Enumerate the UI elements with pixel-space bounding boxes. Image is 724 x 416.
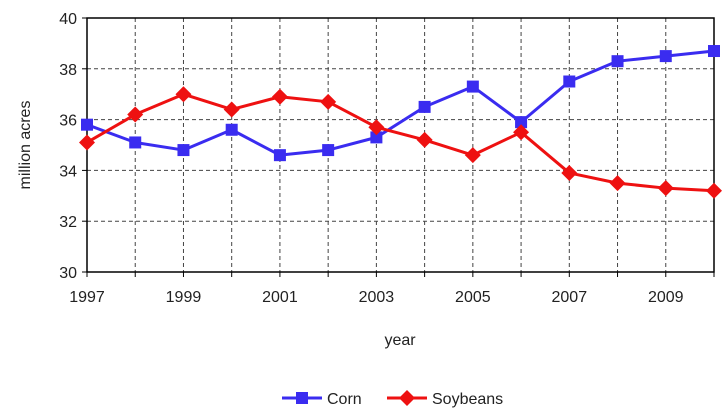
y-tick-label: 38: [59, 62, 77, 79]
legend-label: Corn: [327, 391, 362, 408]
corn-point: [81, 119, 93, 131]
corn-point: [274, 149, 286, 161]
series-layer: [79, 45, 722, 199]
legend-item-corn: Corn: [282, 391, 362, 408]
corn-point: [226, 124, 238, 136]
y-tick-label: 36: [59, 113, 77, 130]
series-corn: [81, 45, 720, 161]
soybeans-point: [79, 134, 95, 150]
soybeans-point: [272, 89, 288, 105]
x-axis-title: year: [384, 332, 416, 349]
soybeans-line: [87, 94, 714, 191]
x-axis-ticks: 1997 1999 2001 2003 2005 2007 2009: [69, 272, 714, 306]
legend-swatch-marker: [296, 392, 308, 404]
soybeans-point: [465, 147, 481, 163]
y-tick-label: 32: [59, 214, 77, 231]
corn-point: [322, 144, 334, 156]
legend-item-soybeans: Soybeans: [387, 390, 503, 408]
soybeans-point: [224, 101, 240, 117]
legend-swatch-marker: [399, 390, 415, 406]
soybeans-point: [417, 132, 433, 148]
corn-point: [467, 81, 479, 93]
y-tick-label: 40: [59, 11, 77, 28]
corn-point: [708, 45, 720, 57]
series-soybeans: [79, 86, 722, 199]
soybeans-point: [320, 94, 336, 110]
y-axis-ticks: 30 32 34 36 38 40: [59, 11, 87, 282]
corn-point: [660, 50, 672, 62]
corn-point: [129, 136, 141, 148]
soybeans-point: [175, 86, 191, 102]
x-tick-label: 2005: [455, 289, 491, 306]
x-tick-label: 2007: [552, 289, 588, 306]
y-tick-label: 34: [59, 163, 77, 180]
legend-label: Soybeans: [432, 391, 503, 408]
y-axis-title: million acres: [17, 101, 34, 190]
x-tick-label: 1999: [166, 289, 202, 306]
x-tick-label: 2003: [359, 289, 395, 306]
soybeans-point: [658, 180, 674, 196]
soybeans-point: [127, 107, 143, 123]
legend: Corn Soybeans: [282, 390, 503, 408]
y-tick-label: 30: [59, 265, 77, 282]
x-tick-label: 2001: [262, 289, 298, 306]
corn-point: [563, 76, 575, 88]
soybeans-point: [706, 183, 722, 199]
corn-point: [612, 55, 624, 67]
soybeans-point: [610, 175, 626, 191]
corn-point: [419, 101, 431, 113]
x-tick-label: 1997: [69, 289, 105, 306]
x-tick-label: 2009: [648, 289, 684, 306]
corn-point: [177, 144, 189, 156]
